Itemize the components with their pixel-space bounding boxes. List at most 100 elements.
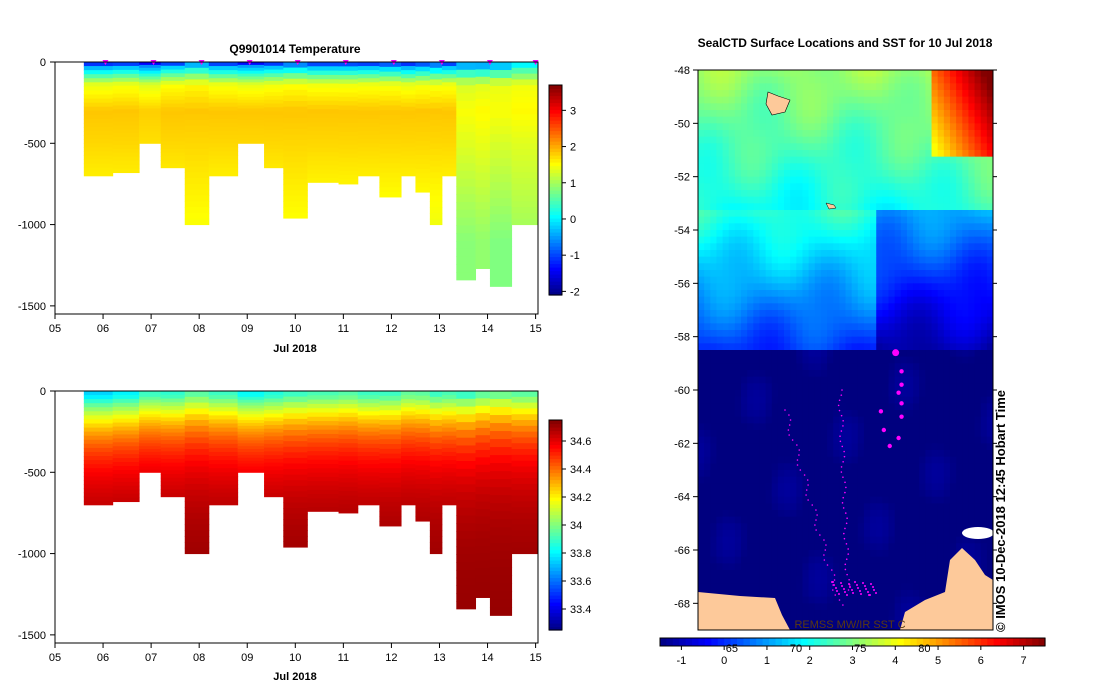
- sst-cell: [716, 303, 724, 311]
- sst-cell: [876, 563, 883, 571]
- sst-cell: [949, 243, 957, 251]
- sst-cell: [808, 90, 816, 98]
- sst-cell: [796, 396, 803, 404]
- sst-cell: [986, 283, 994, 291]
- sst-cell: [900, 436, 908, 444]
- salinity-cell: [429, 536, 443, 543]
- salinity-cell: [83, 488, 114, 494]
- sst-cell: [845, 490, 853, 498]
- sst-cell: [710, 396, 717, 404]
- salinity-cell: [401, 480, 416, 485]
- sst-cell: [765, 343, 773, 351]
- sst-cell: [790, 76, 797, 84]
- sst-cell: [827, 276, 834, 284]
- sst-cell: [716, 296, 724, 304]
- sst-cell: [986, 116, 994, 124]
- sst-cell: [925, 363, 933, 371]
- sst-cell: [956, 523, 963, 531]
- sst-cell: [870, 476, 877, 484]
- temperature-cell: [489, 86, 513, 95]
- sst-cell: [974, 256, 982, 264]
- salinity-cell: [264, 492, 284, 498]
- colorbar-swatch: [549, 465, 562, 470]
- sst-cell: [777, 343, 785, 351]
- temperature-cell: [139, 120, 162, 124]
- sst-cell: [900, 276, 908, 284]
- sst-cell: [747, 76, 754, 84]
- temperature-cell: [283, 123, 308, 130]
- sst-cell: [857, 143, 865, 151]
- sst-cell: [870, 90, 877, 98]
- salinity-cell: [83, 411, 114, 416]
- sst-cell: [931, 103, 939, 111]
- sst-cell: [747, 243, 754, 251]
- temperature-cell: [338, 179, 359, 185]
- sst-cell: [771, 503, 779, 511]
- sst-cell: [784, 323, 791, 331]
- sst-cell: [857, 443, 865, 451]
- temperature-cell: [208, 118, 239, 124]
- sst-cell: [974, 383, 982, 391]
- salinity-cell: [415, 442, 431, 448]
- salinity-cell: [184, 425, 210, 433]
- salinity-cell: [489, 463, 513, 472]
- sst-cell: [796, 403, 803, 411]
- salinity-cell: [283, 441, 308, 448]
- temperature-cell: [112, 65, 140, 71]
- salinity-cell: [511, 449, 539, 456]
- sst-cell: [796, 330, 803, 338]
- sst-cell: [833, 516, 840, 524]
- temperature-cell: [489, 222, 513, 231]
- sst-cell: [771, 556, 779, 564]
- sst-cell: [851, 336, 859, 344]
- salinity-cell: [160, 481, 186, 486]
- sst-cell: [925, 143, 933, 151]
- sst-cell: [747, 70, 754, 78]
- sst-cell: [851, 236, 859, 244]
- sst-cell: [716, 516, 724, 524]
- temperature-cell: [160, 107, 186, 112]
- sst-cell: [734, 383, 742, 391]
- sst-cell: [722, 163, 730, 171]
- salinity-cell: [429, 443, 443, 450]
- sst-cell: [728, 296, 736, 304]
- sst-cell: [845, 303, 853, 311]
- temperature-cell: [475, 84, 491, 92]
- sst-cell: [900, 423, 908, 431]
- sst-cell: [857, 296, 865, 304]
- temperature-cell: [456, 163, 477, 172]
- sst-cell: [734, 470, 742, 478]
- sst-cell: [839, 236, 846, 244]
- sst-cell: [820, 310, 828, 318]
- colorbar-swatch: [549, 577, 562, 582]
- sst-cell: [888, 256, 896, 264]
- salinity-cell: [208, 419, 239, 425]
- sst-cell: [790, 530, 797, 538]
- temperature-cell: [379, 139, 402, 145]
- sst-cell: [759, 196, 767, 204]
- sst-cell: [974, 556, 982, 564]
- salinity-cell: [338, 443, 359, 449]
- sst-cell: [741, 250, 748, 258]
- sst-cell: [949, 296, 957, 304]
- salinity-cell: [237, 454, 265, 459]
- sst-cell: [765, 323, 773, 331]
- sst-cell: [722, 150, 730, 158]
- temperature-cell: [112, 93, 140, 99]
- temperature-cell: [379, 81, 402, 87]
- salinity-cell: [83, 468, 114, 473]
- sst-cell: [974, 443, 982, 451]
- salinity-cell: [511, 454, 539, 462]
- sst-cell: [814, 516, 822, 524]
- sst-cell: [962, 316, 969, 324]
- sst-cell: [888, 143, 896, 151]
- salinity-cell: [415, 432, 431, 438]
- sst-cell: [845, 70, 853, 78]
- sst-cell: [962, 456, 969, 464]
- salinity-cell: [475, 553, 491, 562]
- sst-cell: [765, 450, 773, 458]
- sst-cell: [925, 96, 933, 104]
- temperature-cell: [237, 93, 265, 98]
- sst-cell: [870, 543, 877, 551]
- sst-cell: [710, 470, 717, 478]
